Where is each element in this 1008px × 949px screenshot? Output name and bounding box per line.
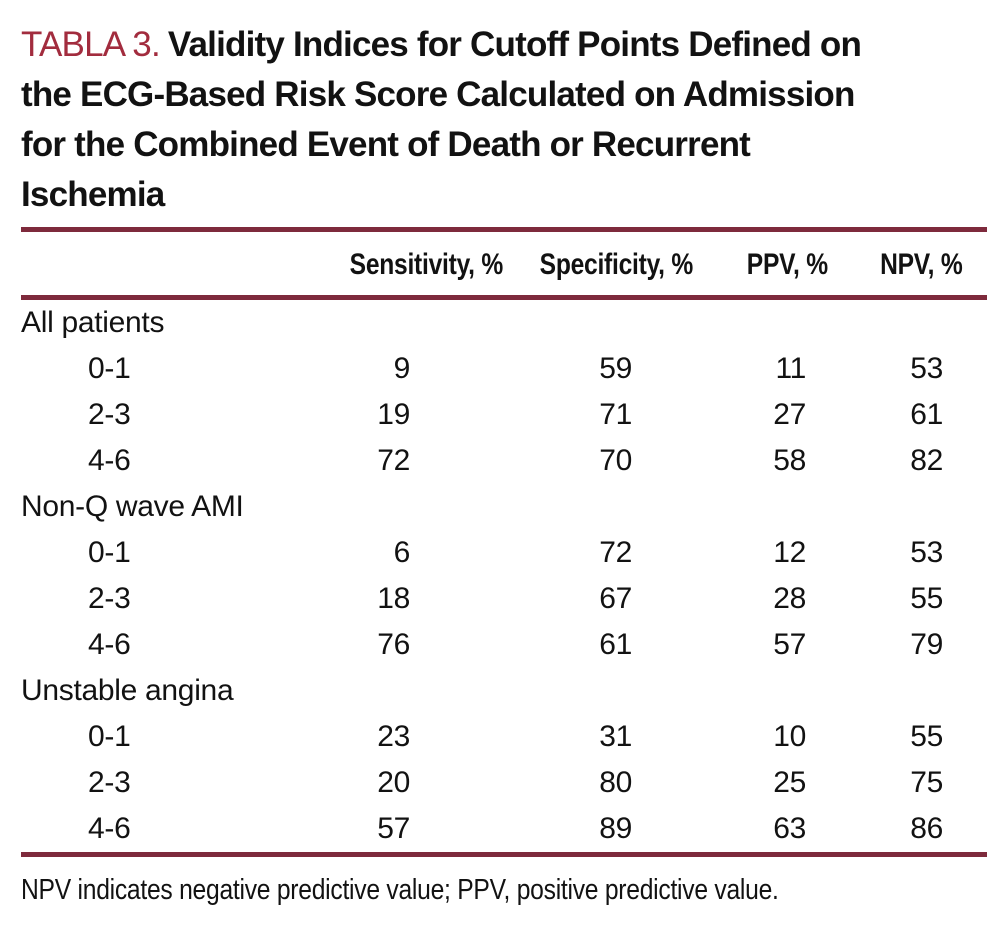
table-title: TABLA 3. Validity Indices for Cutoff Poin… (21, 20, 998, 220)
group-label: Non-Q wave AMI (21, 490, 244, 523)
row-label: 0-1 (88, 536, 131, 569)
title-line-4: Ischemia (21, 175, 165, 214)
footnote: NPV indicates negative predictive value;… (21, 872, 1008, 908)
table-row: 0-1 9 59 11 53 (21, 346, 987, 392)
cell-ppv: 57 (773, 628, 806, 661)
column-header-npv: NPV, % (828, 229, 987, 300)
cell-npv: 75 (910, 766, 943, 799)
table-header: Sensitivity, % Specificity, % PPV, % NPV… (21, 229, 987, 300)
row-label: 0-1 (88, 720, 131, 753)
cell-npv: 79 (910, 628, 943, 661)
cell-specificity: 67 (599, 582, 632, 615)
footnote-text: NPV indicates negative predictive value;… (21, 874, 779, 906)
table-row: 4-6 72 70 58 82 (21, 438, 987, 484)
table-body: All patients 0-1 9 59 11 53 2-3 19 71 27 61 4-6 72 70… (21, 298, 987, 855)
row-label: 2-3 (88, 582, 131, 615)
cell-specificity: 71 (599, 398, 632, 431)
group-label: All patients (21, 306, 165, 339)
column-header-specificity: Specificity, % (474, 229, 693, 300)
table-row: 4-6 76 61 57 79 (21, 622, 987, 668)
page: TABLA 3. Validity Indices for Cutoff Poin… (0, 20, 1008, 949)
cell-sensitivity: 9 (393, 352, 411, 385)
cell-npv: 55 (910, 720, 943, 753)
group-label: Unstable angina (21, 674, 234, 707)
cell-sensitivity: 72 (377, 444, 410, 477)
table-row: 2-3 20 80 25 75 (21, 760, 987, 806)
table-row: 2-3 19 71 27 61 (21, 392, 987, 438)
group-header-row: Non-Q wave AMI (21, 484, 987, 530)
table-number-label: TABLA 3. (21, 25, 161, 64)
cell-ppv: 58 (773, 444, 806, 477)
group-header-row: All patients (21, 298, 987, 347)
cell-ppv: 10 (773, 720, 806, 753)
cell-specificity: 70 (599, 444, 632, 477)
header-row: Sensitivity, % Specificity, % PPV, % NPV… (21, 229, 987, 300)
cell-npv: 82 (910, 444, 943, 477)
row-label: 2-3 (88, 766, 131, 799)
row-label: 0-1 (88, 352, 131, 385)
cell-specificity: 89 (599, 812, 632, 845)
cell-sensitivity: 76 (377, 628, 410, 661)
cell-specificity: 31 (599, 720, 632, 753)
validity-indices-table: Sensitivity, % Specificity, % PPV, % NPV… (21, 227, 987, 857)
cell-sensitivity: 57 (377, 812, 410, 845)
group-header-row: Unstable angina (21, 668, 987, 714)
column-header-sensitivity: Sensitivity, % (316, 229, 503, 300)
column-header-ppv: PPV, % (693, 229, 828, 300)
cell-sensitivity: 23 (377, 720, 410, 753)
row-label: 4-6 (88, 628, 131, 661)
cell-ppv: 25 (773, 766, 806, 799)
cell-ppv: 11 (775, 352, 806, 385)
cell-npv: 86 (910, 812, 943, 845)
title-line-2: the ECG-Based Risk Score Calculated on A… (21, 75, 855, 114)
table-row: 0-1 23 31 10 55 (21, 714, 987, 760)
row-label: 2-3 (88, 398, 131, 431)
title-text-1: Validity Indices for Cutoff Points Defin… (167, 25, 862, 64)
cell-ppv: 28 (773, 582, 806, 615)
cell-specificity: 80 (599, 766, 632, 799)
row-label: 4-6 (88, 812, 131, 845)
cell-npv: 61 (910, 398, 943, 431)
cell-specificity: 72 (599, 536, 632, 569)
cell-sensitivity: 19 (377, 398, 410, 431)
cell-npv: 53 (910, 536, 943, 569)
cell-ppv: 12 (773, 536, 806, 569)
cell-sensitivity: 6 (393, 536, 411, 569)
cell-ppv: 63 (773, 812, 806, 845)
cell-specificity: 59 (599, 352, 632, 385)
table-row: 0-1 6 72 12 53 (21, 530, 987, 576)
cell-npv: 55 (910, 582, 943, 615)
table-row: 2-3 18 67 28 55 (21, 576, 987, 622)
cell-sensitivity: 18 (377, 582, 410, 615)
title-line-3: for the Combined Event of Death or Recur… (21, 125, 751, 164)
cell-sensitivity: 20 (377, 766, 410, 799)
column-header-empty (21, 229, 316, 300)
title-line-1: TABLA 3. Validity Indices for Cutoff Poin… (21, 20, 998, 70)
cell-ppv: 27 (773, 398, 806, 431)
cell-specificity: 61 (599, 628, 632, 661)
row-label: 4-6 (88, 444, 131, 477)
table-row: 4-6 57 89 63 86 (21, 806, 987, 855)
cell-npv: 53 (910, 352, 943, 385)
